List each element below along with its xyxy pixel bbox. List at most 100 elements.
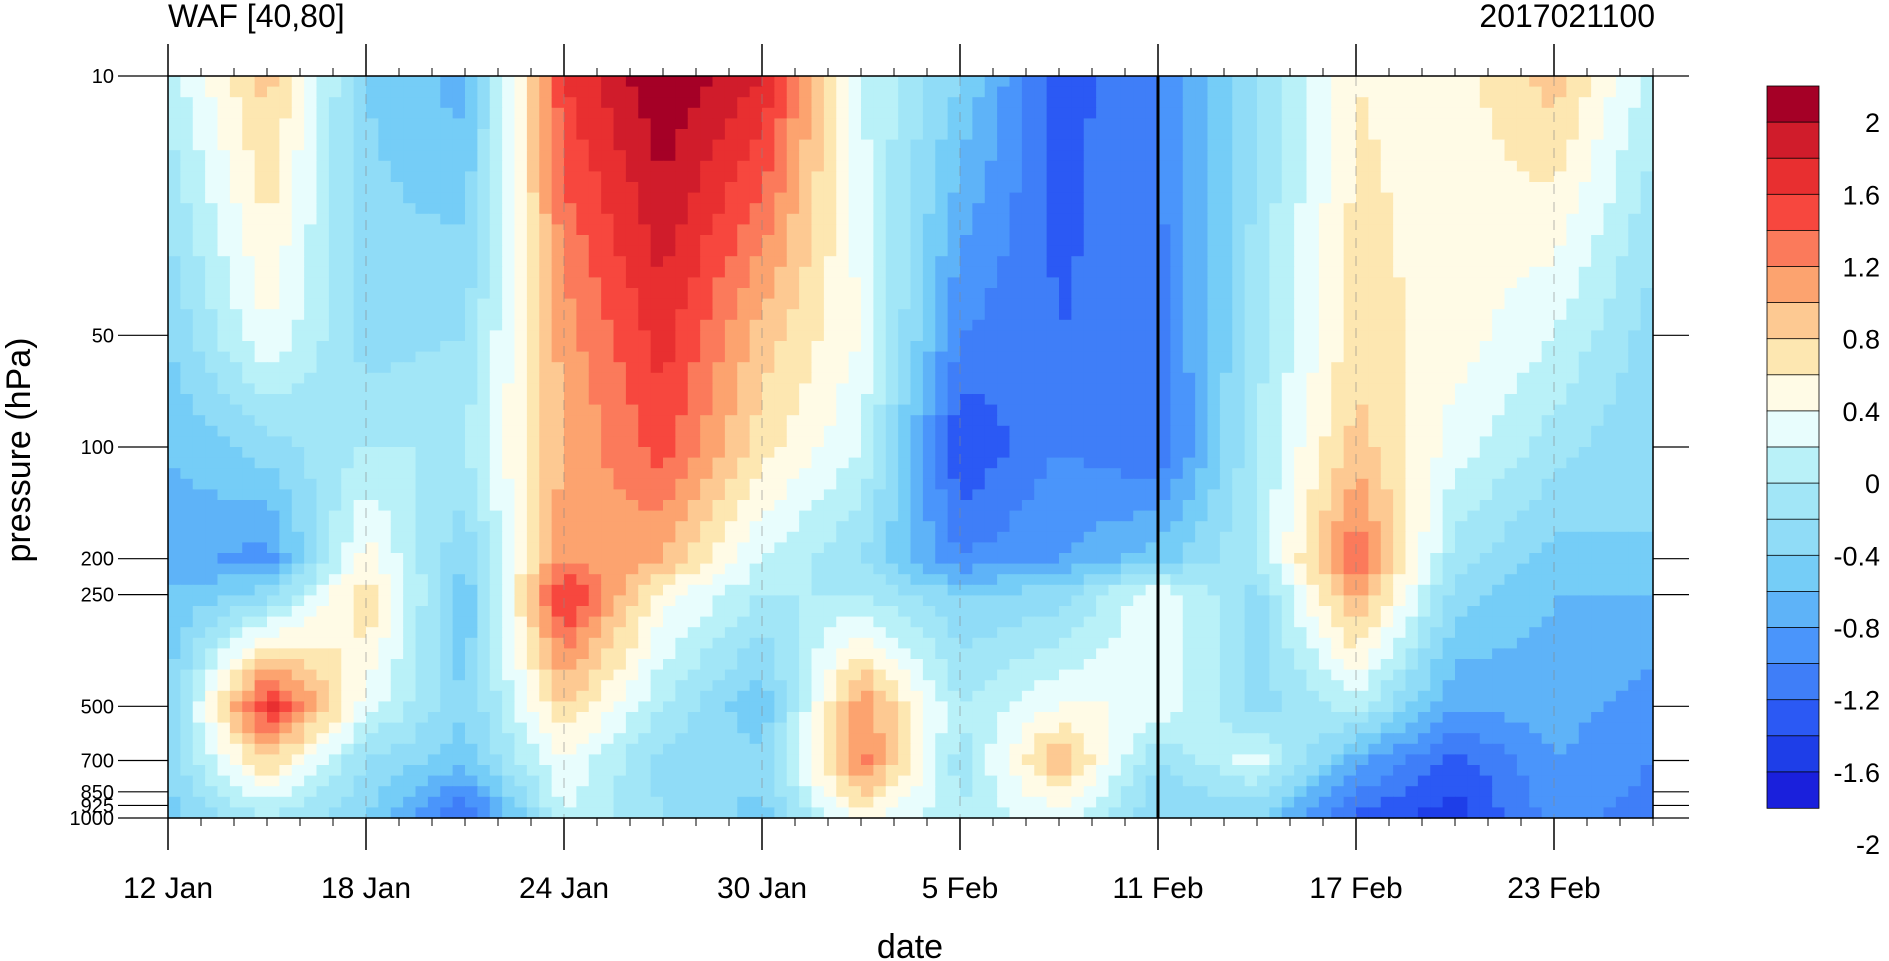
heatmap-cell xyxy=(1578,245,1592,257)
heatmap-cell xyxy=(613,277,627,289)
heatmap-cell xyxy=(539,76,553,88)
heatmap-cell xyxy=(836,139,850,151)
heatmap-cell xyxy=(960,288,973,300)
heatmap-cell xyxy=(625,319,639,331)
heatmap-cell xyxy=(1318,447,1332,459)
heatmap-cell xyxy=(353,341,367,353)
heatmap-cell xyxy=(1059,97,1072,109)
heatmap-cell xyxy=(242,235,256,247)
heatmap-cell xyxy=(947,160,961,172)
heatmap-cell xyxy=(551,107,565,119)
heatmap-cell xyxy=(403,500,417,512)
heatmap-cell xyxy=(465,245,478,257)
heatmap-cell xyxy=(1492,150,1506,162)
heatmap-cell xyxy=(811,213,825,225)
heatmap-cell xyxy=(922,86,936,98)
heatmap-cell xyxy=(1034,224,1048,236)
heatmap-cell xyxy=(427,86,441,98)
heatmap-cell xyxy=(1059,447,1072,459)
heatmap-cell xyxy=(1554,351,1567,363)
heatmap-cell xyxy=(1232,404,1246,416)
heatmap-cell xyxy=(378,309,392,321)
heatmap-cell xyxy=(663,107,676,119)
heatmap-cell xyxy=(1219,351,1233,363)
heatmap-cell xyxy=(910,288,924,300)
heatmap-cell xyxy=(1343,266,1357,278)
heatmap-cell xyxy=(1343,362,1357,374)
heatmap-cell xyxy=(415,330,429,342)
heatmap-cell xyxy=(935,372,949,384)
heatmap-cell xyxy=(1603,266,1617,278)
heatmap-cell xyxy=(1318,182,1332,194)
heatmap-cell xyxy=(737,256,751,268)
heatmap-cell xyxy=(1182,235,1196,247)
heatmap-cell xyxy=(1170,478,1184,490)
heatmap-cell xyxy=(935,245,949,257)
heatmap-cell xyxy=(229,86,243,98)
heatmap-cell xyxy=(1405,256,1419,268)
heatmap-cell xyxy=(972,266,986,278)
heatmap-cell xyxy=(1368,192,1382,204)
heatmap-cell xyxy=(1034,171,1048,183)
heatmap-cell xyxy=(1021,129,1035,141)
heatmap-cell xyxy=(465,235,478,247)
heatmap-cell xyxy=(403,192,417,204)
heatmap-cell xyxy=(1578,500,1592,512)
heatmap-cell xyxy=(1158,372,1171,384)
heatmap-cell xyxy=(1541,245,1555,257)
heatmap-cell xyxy=(848,182,862,194)
heatmap-cell xyxy=(1059,478,1072,490)
heatmap-cell xyxy=(1615,330,1629,342)
heatmap-cell xyxy=(1343,468,1357,480)
heatmap-cell xyxy=(1294,139,1308,151)
heatmap-cell xyxy=(192,118,206,130)
heatmap-cell xyxy=(217,394,231,406)
heatmap-cell xyxy=(873,235,887,247)
heatmap-cell xyxy=(1059,160,1072,172)
heatmap-cell xyxy=(242,118,256,130)
heatmap-cell xyxy=(378,150,392,162)
heatmap-cell xyxy=(984,129,998,141)
heatmap-cell xyxy=(1368,245,1382,257)
heatmap-cell xyxy=(1009,468,1023,480)
heatmap-cell xyxy=(762,160,775,172)
heatmap-cell xyxy=(1442,330,1456,342)
heatmap-cell xyxy=(922,118,936,130)
heatmap-cell xyxy=(1145,394,1159,406)
heatmap-cell xyxy=(502,500,516,512)
heatmap-cell xyxy=(539,86,553,98)
heatmap-cell xyxy=(427,298,441,310)
heatmap-cell xyxy=(217,425,231,437)
heatmap-cell xyxy=(390,182,404,194)
heatmap-cell xyxy=(217,510,231,522)
heatmap-cell xyxy=(1096,245,1110,257)
heatmap-cell xyxy=(1133,436,1147,448)
heatmap-cell xyxy=(217,447,231,459)
heatmap-cell xyxy=(1516,107,1530,119)
heatmap-cell xyxy=(1083,351,1097,363)
heatmap-cell xyxy=(279,182,293,194)
heatmap-cell xyxy=(168,468,181,480)
heatmap-cell xyxy=(861,362,874,374)
heatmap-cell xyxy=(291,351,305,363)
heatmap-cell xyxy=(1021,372,1035,384)
heatmap-cell xyxy=(403,298,417,310)
heatmap-cell xyxy=(1195,425,1209,437)
heatmap-cell xyxy=(1640,500,1654,512)
heatmap-cell xyxy=(1442,319,1456,331)
heatmap-cell xyxy=(514,192,528,204)
heatmap-cell xyxy=(1219,457,1233,469)
heatmap-cell xyxy=(625,245,639,257)
heatmap-cell xyxy=(477,404,491,416)
heatmap-cell xyxy=(267,245,280,257)
heatmap-cell xyxy=(1269,256,1283,268)
heatmap-cell xyxy=(848,266,862,278)
heatmap-cell xyxy=(1380,129,1394,141)
heatmap-cell xyxy=(564,351,577,363)
heatmap-cell xyxy=(1455,394,1468,406)
heatmap-cell xyxy=(922,309,936,321)
heatmap-cell xyxy=(1133,129,1147,141)
heatmap-cell xyxy=(861,468,874,480)
heatmap-cell xyxy=(848,457,862,469)
heatmap-cell xyxy=(1343,425,1357,437)
